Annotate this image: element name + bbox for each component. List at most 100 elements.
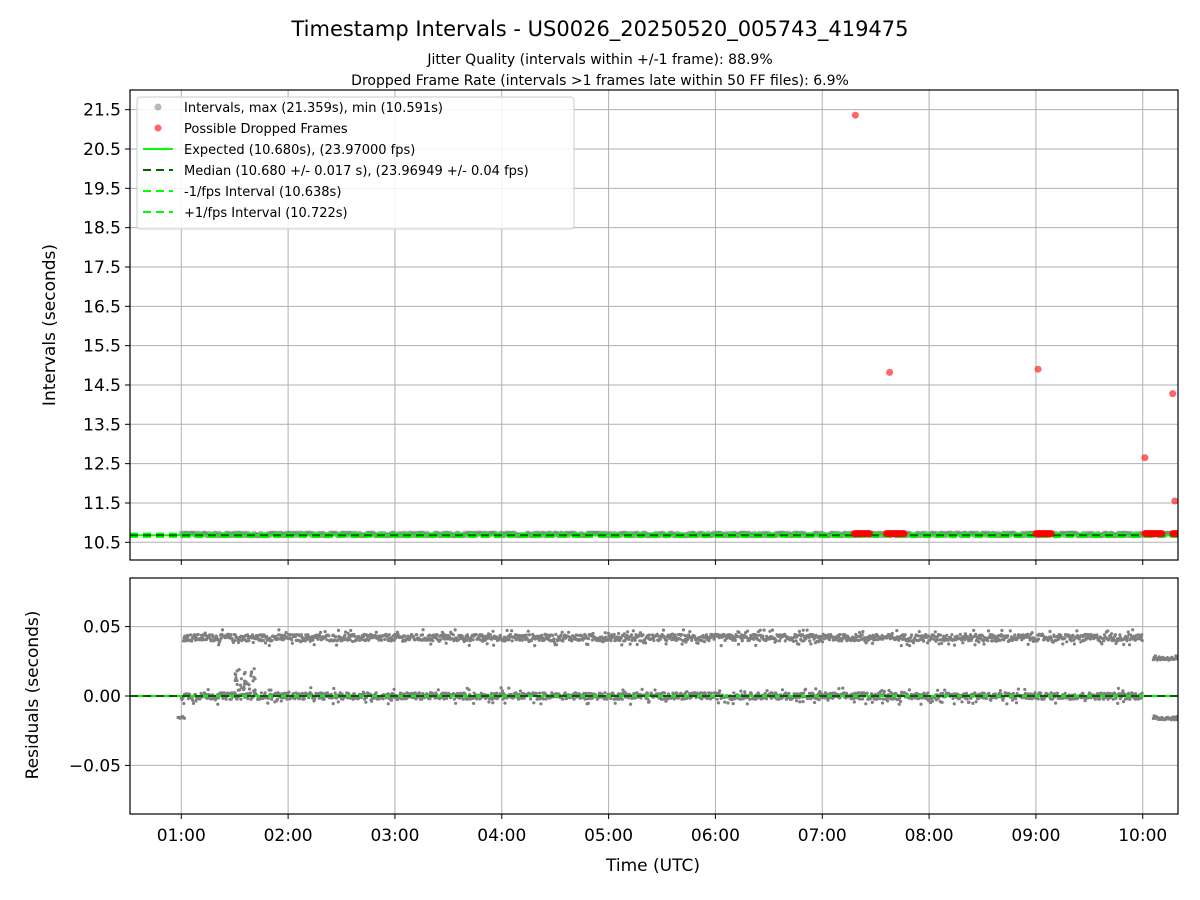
residual-point <box>989 636 993 640</box>
residual-point <box>572 697 576 701</box>
residual-point <box>811 692 815 696</box>
residual-point <box>570 639 574 643</box>
residual-point <box>972 628 976 633</box>
residual-point <box>787 691 791 696</box>
residual-point <box>976 636 980 640</box>
residual-point <box>639 696 643 700</box>
residual-point <box>533 644 537 648</box>
residual-point <box>998 638 1002 643</box>
dropped-frame-outlier <box>1169 390 1177 398</box>
residual-point <box>1113 633 1117 637</box>
residual-point <box>917 696 921 701</box>
residual-point <box>1102 639 1106 643</box>
residual-point <box>191 701 196 706</box>
residual-point <box>1023 687 1027 692</box>
residual-point <box>586 701 590 706</box>
residual-point <box>986 639 990 643</box>
residual-point <box>613 701 617 705</box>
residual-point <box>730 698 734 702</box>
residual-point <box>745 629 750 633</box>
intervals-y-tick-label: 19.5 <box>83 179 121 199</box>
residual-point <box>690 638 694 643</box>
residual-point <box>958 632 962 637</box>
residual-point <box>438 697 442 701</box>
residual-point <box>345 638 350 642</box>
residual-point <box>520 638 525 642</box>
residual-point <box>584 691 589 696</box>
residual-point <box>1052 635 1057 639</box>
residual-point <box>700 697 704 701</box>
residual-point <box>1014 701 1019 705</box>
legend-entry: Possible Dropped Frames <box>154 122 348 137</box>
residual-point <box>646 697 650 701</box>
residual-point <box>574 633 578 637</box>
residual-point <box>1088 692 1092 696</box>
residuals-panel: −0.05 0.00 0.05 01:00 02:00 03:00 04:00 05:00 06… <box>69 577 1179 846</box>
residual-point <box>1121 700 1126 704</box>
residual-point <box>1001 698 1005 702</box>
residual-point <box>770 628 775 632</box>
residual-point <box>845 691 849 696</box>
residual-point <box>733 638 737 643</box>
residual-point <box>716 701 721 705</box>
residual-point <box>707 639 711 643</box>
residual-point <box>805 628 809 632</box>
residual-point <box>253 688 257 692</box>
residual-point <box>774 639 778 643</box>
residual-point <box>1033 691 1037 695</box>
residual-point <box>602 639 606 643</box>
residual-point <box>516 697 521 701</box>
residual-point <box>1121 689 1125 693</box>
residual-point <box>236 640 241 645</box>
residual-point <box>488 633 492 637</box>
residual-point <box>971 701 975 706</box>
residual-point <box>544 697 548 701</box>
residual-point <box>288 633 293 637</box>
residual-point <box>541 697 546 701</box>
residual-point <box>331 702 335 706</box>
x-tick-label: 02:00 <box>264 826 313 846</box>
residual-point <box>1127 643 1132 647</box>
intervals-y-tick-label: 18.5 <box>83 219 121 239</box>
residual-point <box>435 633 439 637</box>
residual-point <box>287 690 291 694</box>
residual-point <box>794 639 798 643</box>
residual-point <box>1071 633 1075 637</box>
residual-point <box>539 702 543 706</box>
residual-point <box>263 691 267 695</box>
residual-point <box>911 641 916 645</box>
residual-point <box>603 691 607 695</box>
residual-point <box>532 701 536 705</box>
residual-point <box>665 638 669 643</box>
residual-point <box>335 643 339 647</box>
residual-point <box>764 697 769 701</box>
residual-point <box>1122 642 1126 647</box>
residual-point <box>567 630 571 634</box>
residual-point <box>625 692 629 696</box>
residual-point <box>762 628 766 632</box>
residual-point <box>247 687 252 691</box>
residual-point <box>453 628 457 632</box>
residual-point <box>1106 629 1110 633</box>
x-axis-label: Time (UTC) <box>605 856 700 876</box>
residual-point <box>780 688 785 692</box>
residual-point <box>374 691 378 695</box>
residual-point <box>719 644 723 648</box>
residual-point <box>609 696 613 701</box>
residual-point <box>952 643 957 647</box>
residual-point <box>418 691 422 696</box>
residual-point <box>822 637 827 641</box>
residual-point <box>563 691 567 695</box>
residual-point <box>629 702 633 706</box>
residual-point <box>672 637 676 642</box>
residual-point <box>186 634 190 639</box>
residual-point <box>740 633 744 637</box>
x-tick-label: 07:00 <box>798 826 847 846</box>
residual-point <box>685 690 689 694</box>
legend-label: Possible Dropped Frames <box>184 122 348 137</box>
residual-point <box>635 642 639 647</box>
residual-point <box>353 634 357 639</box>
residual-point <box>239 697 243 701</box>
residual-point <box>813 700 817 705</box>
